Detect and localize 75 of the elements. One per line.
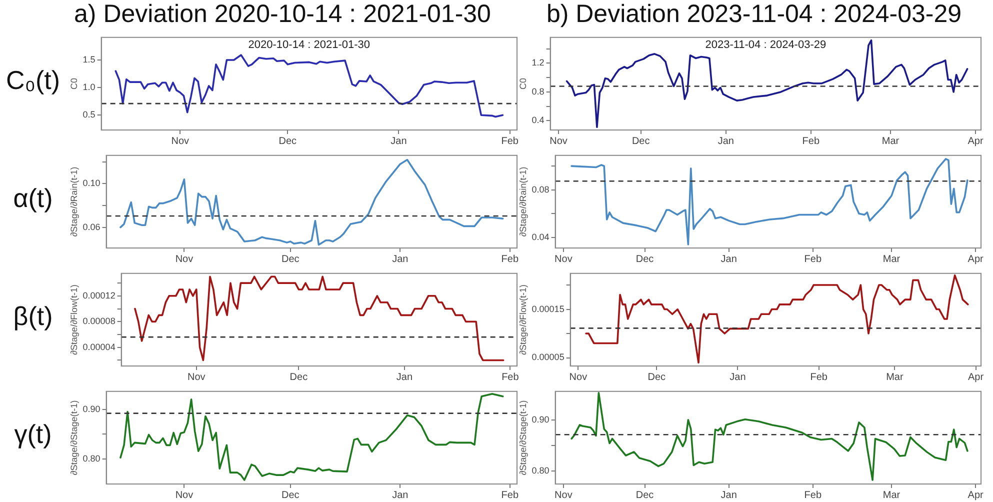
x-tick-label: Dec [282,254,300,265]
x-tick-label: Apr [968,254,984,265]
x-tick-label: Nov [569,372,588,383]
chart-subtitle: 2023-11-04 : 2024-03-29 [705,38,826,51]
y-axis-title: ∂Stage/∂Stage(t-1) [518,400,528,476]
x-tick-label: Nov [554,490,572,501]
y-tick-label: 0.00012 [82,290,116,300]
y-tick-label: 0.80 [82,454,100,464]
y-axis-title: ∂Stage/∂Rain(t-1) [68,166,79,237]
x-tick-label: Apr [968,372,984,383]
x-tick-label: Jan [392,490,408,501]
x-tick-label: Dec [290,372,308,383]
y-tick-label: 0.10 [82,178,100,188]
x-tick-label: Jan [396,372,412,383]
x-tick-label: Feb [502,372,520,383]
text: γ(t) [13,418,53,450]
y-tick-label: 0.04 [532,232,550,242]
y-tick-label: 1.5 [82,54,96,64]
x-tick-label: Feb [501,254,519,265]
x-tick-label: Jan [730,372,746,383]
x-tick-label: Apr [968,136,984,147]
y-tick-label: 0.90 [82,404,100,414]
y-tick-label: 1.2 [532,58,544,68]
x-tick-label: Mar [886,372,904,383]
text: α(t) [12,182,54,214]
x-tick-label: Jan [392,254,408,265]
x-tick-label: Feb [810,372,828,383]
x-tick-label: Nov [550,136,568,147]
x-tick-label: Jan [390,136,407,147]
chart-title: b) Deviation 2023-11-04 : 2024-03-29 [545,0,963,29]
y-tick-label: 0.80 [532,465,550,476]
x-tick-label: Feb [501,490,519,501]
y-tick-label: 0.00005 [532,352,564,362]
text: β(t) [12,300,54,332]
x-tick-label: Dec [636,254,654,265]
y-tick-label: 0.5 [82,110,96,120]
y-tick-label: 0.06 [82,222,100,232]
x-tick-label: Feb [804,254,822,265]
x-tick-label: Jan [720,490,737,501]
x-tick-label: Jan [718,136,734,147]
x-tick-label: Mar [882,136,900,147]
x-tick-label: Nov [175,254,194,265]
x-tick-label: Nov [171,136,190,147]
y-tick-label: 0.00008 [82,316,116,326]
y-axis-title: C0 [518,78,528,90]
x-tick-label: Nov [554,254,572,265]
y-axis-title: ∂Stage/∂Stage(t-1) [68,400,79,476]
y-axis-title: ∂Stage/∂Rain(t-1) [518,166,528,237]
y-tick-label: 0.00004 [82,342,116,352]
x-tick-label: Feb [802,136,820,147]
x-tick-label: Mar [882,254,901,265]
x-tick-label: Feb [501,136,519,147]
x-tick-label: Nov [187,372,206,383]
chart-title: a) Deviation 2020-10-14 : 2021-01-30 [73,0,492,29]
x-tick-label: Dec [632,136,650,147]
y-axis-title: ∂Stage/∂Flow(t-1) [518,284,528,355]
y-tick-label: 0.00015 [532,304,564,314]
x-tick-label: Apr [968,490,984,501]
x-tick-label: Nov [175,490,194,501]
y-tick-label: 0.4 [532,115,544,126]
y-tick-label: 0.8 [532,86,544,96]
x-tick-label: Dec [636,490,654,501]
chart-subtitle: 2020-10-14 : 2021-01-30 [248,38,370,51]
y-tick-label: 1.0 [82,82,96,92]
x-tick-label: Dec [648,372,666,383]
x-tick-label: Dec [278,136,297,147]
x-tick-label: Feb [804,490,822,501]
x-tick-label: Dec [282,490,300,501]
x-tick-label: Jan [720,254,737,265]
y-axis-title: C0 [68,78,79,90]
x-tick-label: Mar [882,490,901,501]
y-tick-label: 0.90 [532,414,550,424]
text: C₀(t) [4,64,62,96]
y-tick-label: 0.08 [532,184,550,194]
y-axis-title: ∂Stage/∂Flow(t-1) [68,284,79,355]
